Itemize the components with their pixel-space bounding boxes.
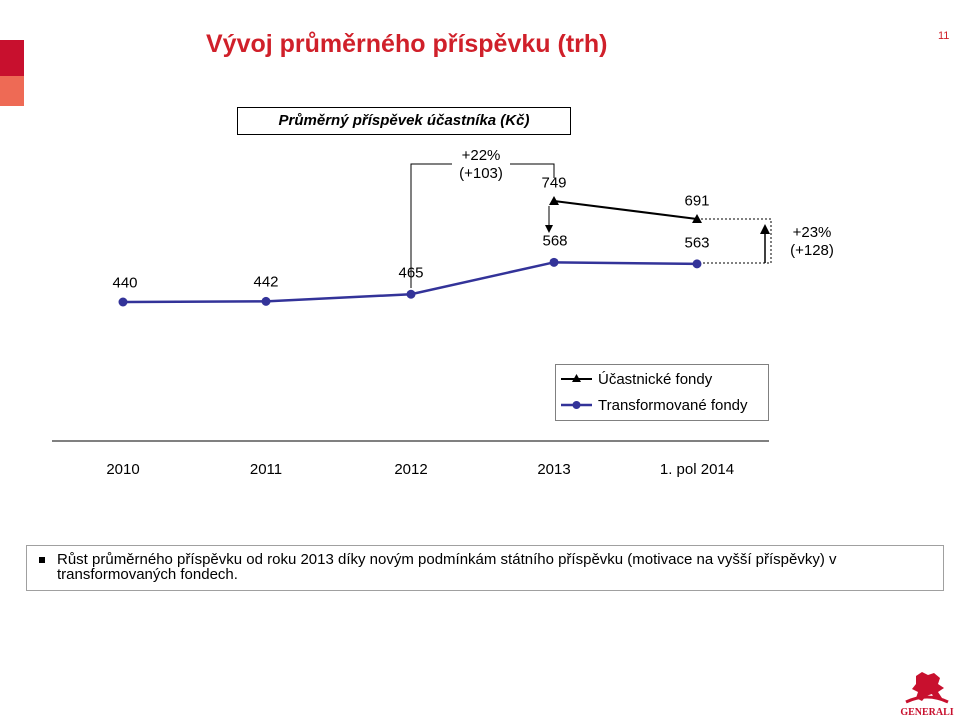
bracket-2014-dashed — [697, 218, 772, 264]
stripe-3 — [0, 76, 24, 106]
series-lines — [122, 200, 698, 304]
x-tick-label: 2012 — [394, 461, 428, 478]
point-transformovane — [406, 289, 416, 299]
point-ucastnicke — [692, 213, 702, 223]
point-ucastnicke — [549, 196, 559, 205]
bullet-icon — [39, 557, 45, 563]
x-tick-label: 2010 — [106, 461, 140, 478]
point-transformovane — [261, 296, 271, 306]
series-line-ucastnicke — [553, 200, 698, 220]
page-number: 11 — [938, 30, 950, 42]
point-transformovane — [118, 297, 128, 307]
growth-annotation-2014: +23% (+128) — [783, 224, 841, 260]
growth-amount-2014: (+128) — [790, 242, 834, 259]
note-box: Růst průměrného příspěvku od roku 2013 d… — [26, 545, 944, 591]
logo-text: GENERALI — [900, 707, 953, 718]
data-label: 691 — [684, 192, 710, 210]
growth-percent-2013: +22% — [461, 147, 501, 164]
legend-label-transformovane: Transformované fondy — [598, 397, 748, 414]
page-title: Vývoj průměrného příspěvku (trh) — [206, 30, 608, 58]
arrow-down-icon — [545, 225, 553, 233]
growth-amount-2013: (+103) — [459, 165, 503, 182]
data-label: 563 — [684, 234, 710, 252]
arrow-up-icon — [760, 224, 770, 234]
legend-label-ucastnicke: Účastnické fondy — [598, 371, 713, 388]
stripe-2 — [0, 40, 24, 76]
growth-brackets — [410, 163, 772, 288]
note-text: Růst průměrného příspěvku od roku 2013 d… — [57, 551, 837, 583]
chart-title: Průměrný příspěvek účastníka (Kč) — [237, 107, 571, 135]
x-tick-label: 2011 — [249, 461, 283, 478]
generali-lion-icon: GENERALI — [900, 672, 954, 718]
x-tick-label: 2013 — [537, 461, 571, 478]
x-tick-label: 1. pol 2014 — [659, 461, 735, 478]
series-markers — [118, 196, 702, 307]
data-label: 749 — [541, 174, 567, 192]
point-transformovane — [549, 257, 559, 267]
data-label: 568 — [542, 232, 568, 250]
data-label: 442 — [253, 273, 279, 291]
bracket-2012 — [410, 163, 452, 288]
data-label: 440 — [112, 274, 138, 292]
data-label: 465 — [398, 264, 424, 282]
legend-circle-icon — [572, 401, 581, 409]
stripe-1 — [0, 0, 24, 40]
point-transformovane — [692, 259, 702, 269]
growth-percent-2014: +23% — [792, 224, 832, 241]
legend-swatches — [561, 374, 592, 409]
bracket-2013 — [510, 163, 555, 178]
growth-annotation-2013: +22% (+103) — [452, 147, 510, 183]
legend: Účastnické fondy Transformované fondy — [555, 364, 769, 421]
generali-logo: GENERALI — [898, 670, 956, 718]
legend-triangle-icon — [572, 374, 581, 382]
